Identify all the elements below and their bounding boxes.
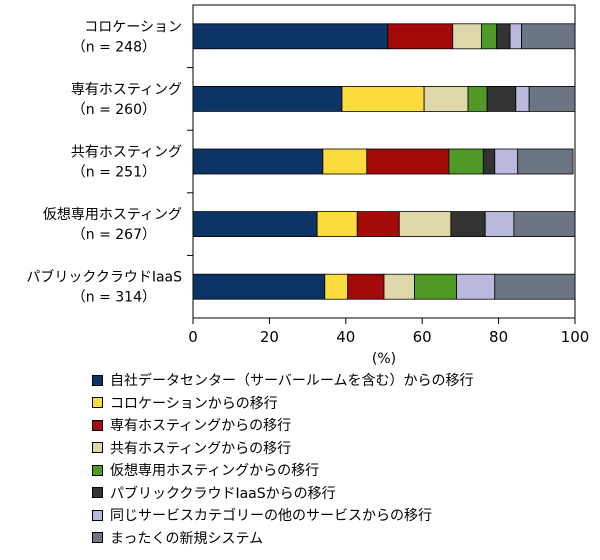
bar-segment [324, 273, 349, 300]
category-label: 共有ホスティング [71, 145, 182, 161]
bar-segment [515, 86, 530, 112]
legend-swatch [92, 374, 103, 386]
bar-segment [528, 86, 576, 112]
bar-segment [517, 148, 574, 175]
bar-segment [192, 273, 326, 300]
x-tick-label: 0 [188, 328, 198, 346]
bar-segment [423, 86, 469, 112]
legend-item: 同じサービスカテゴリーの他のサービスからの移行 [92, 504, 473, 527]
bar-segment [387, 23, 454, 50]
legend-label: 共有ホスティングからの移行 [110, 440, 292, 457]
bar-segment [509, 23, 522, 50]
x-tick-label: 60 [413, 328, 432, 346]
bar-segment [341, 86, 425, 112]
bar-segment [494, 273, 576, 300]
bar-segment [456, 273, 496, 300]
legend-swatch [92, 397, 103, 409]
bar-segment [192, 148, 324, 175]
legend-swatch [92, 464, 103, 476]
bar-segment [398, 211, 452, 238]
legend-label: 同じサービスカテゴリーの他のサービスからの移行 [110, 508, 432, 525]
legend-item: コロケーションからの移行 [92, 392, 473, 415]
bar-segment [452, 23, 482, 50]
bar-segment [366, 148, 450, 175]
category-label: 専有ホスティング [71, 82, 182, 98]
category-n-label: （n = 251） [72, 165, 156, 181]
x-tick-label: 40 [336, 328, 355, 346]
legend-label: 専有ホスティングからの移行 [110, 418, 292, 435]
x-tick-label: 100 [561, 328, 590, 346]
bar-segment [494, 148, 519, 175]
legend-item: まったくの新規システム [92, 527, 473, 550]
bar-segment [448, 148, 484, 175]
bar-segment [513, 211, 576, 238]
bar-segment [450, 211, 486, 238]
bar-segment [496, 23, 511, 50]
legend-label: 仮想専用ホスティングからの移行 [110, 463, 320, 480]
bar-segment [383, 273, 415, 300]
bar-segment [316, 211, 358, 238]
legend-swatch [92, 442, 103, 454]
category-label: パブリッククラウドIaaS [26, 269, 182, 286]
legend-item: 専有ホスティングからの移行 [92, 414, 473, 437]
legend-swatch [92, 419, 103, 431]
bar-segment [192, 86, 343, 112]
legend-item: パブリッククラウドIaaSからの移行 [92, 482, 473, 505]
bar-segment [484, 211, 515, 238]
bar-segment [347, 273, 385, 300]
legend-label: 自社データセンター（サーバールームを含む）からの移行 [110, 373, 474, 390]
legend-item: 自社データセンター（サーバールームを含む）からの移行 [92, 369, 473, 392]
category-label: 仮想専用ホスティング [43, 207, 182, 223]
legend: 自社データセンター（サーバールームを含む）からの移行 コロケーションからの移行 専有… [92, 369, 473, 549]
legend-item: 仮想専用ホスティングからの移行 [92, 459, 473, 482]
bar-segment [192, 211, 318, 238]
legend-swatch [92, 487, 103, 499]
category-n-label: （n = 314） [72, 290, 156, 306]
legend-label: パブリッククラウドIaaSからの移行 [110, 485, 336, 502]
bar-segment [482, 148, 496, 175]
bar-segment [356, 211, 400, 238]
category-n-label: （n = 260） [72, 102, 156, 118]
bar-segment [322, 148, 368, 175]
category-n-label: （n = 248） [72, 39, 156, 55]
legend-item: 共有ホスティングからの移行 [92, 437, 473, 460]
legend-swatch [92, 509, 103, 521]
bar-segment [481, 23, 498, 50]
x-axis-label: (%) [372, 351, 396, 367]
legend-label: まったくの新規システム [110, 530, 264, 547]
bar-segment [414, 273, 457, 300]
x-tick-label: 80 [489, 328, 508, 346]
bar-segment [486, 86, 517, 112]
x-tick-label: 20 [260, 328, 279, 346]
legend-label: コロケーションからの移行 [110, 395, 278, 412]
bar-segment [192, 23, 389, 50]
legend-swatch [92, 532, 103, 544]
category-label: コロケーション [84, 19, 182, 35]
bar-segment [467, 86, 488, 112]
category-n-label: （n = 267） [72, 227, 156, 243]
bar-segment [521, 23, 576, 50]
